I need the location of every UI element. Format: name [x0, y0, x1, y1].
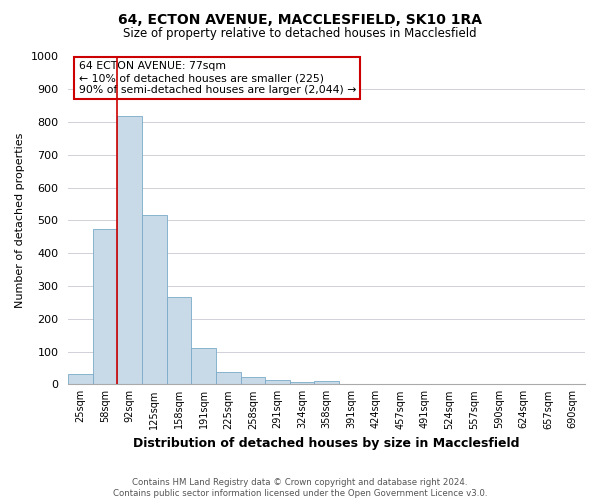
Text: 64 ECTON AVENUE: 77sqm
← 10% of detached houses are smaller (225)
90% of semi-de: 64 ECTON AVENUE: 77sqm ← 10% of detached… — [79, 62, 356, 94]
X-axis label: Distribution of detached houses by size in Macclesfield: Distribution of detached houses by size … — [133, 437, 520, 450]
Bar — [191, 348, 216, 385]
Bar — [290, 382, 314, 384]
Bar — [167, 298, 191, 384]
Bar — [68, 374, 93, 384]
Bar — [93, 228, 118, 384]
Bar — [142, 216, 167, 384]
Text: 64, ECTON AVENUE, MACCLESFIELD, SK10 1RA: 64, ECTON AVENUE, MACCLESFIELD, SK10 1RA — [118, 12, 482, 26]
Text: Contains HM Land Registry data © Crown copyright and database right 2024.
Contai: Contains HM Land Registry data © Crown c… — [113, 478, 487, 498]
Bar — [265, 380, 290, 384]
Bar — [216, 372, 241, 384]
Y-axis label: Number of detached properties: Number of detached properties — [15, 132, 25, 308]
Bar — [241, 377, 265, 384]
Bar — [314, 382, 339, 384]
Bar — [118, 116, 142, 384]
Text: Size of property relative to detached houses in Macclesfield: Size of property relative to detached ho… — [123, 28, 477, 40]
